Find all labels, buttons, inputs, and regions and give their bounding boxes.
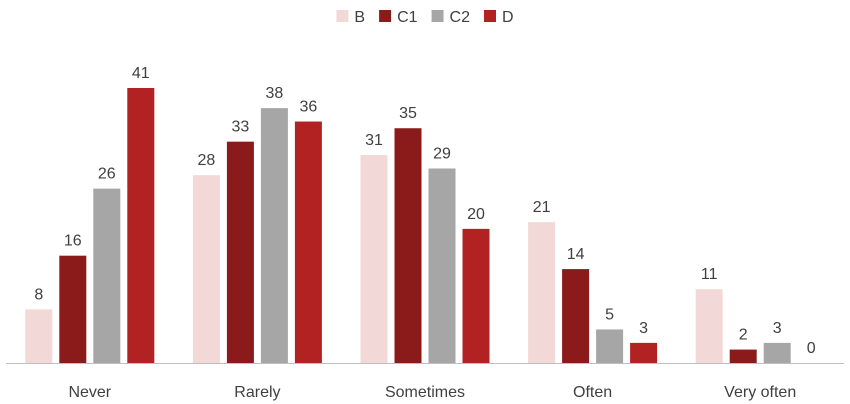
data-label-b-sometimes: 31	[365, 132, 383, 149]
legend-label-d: D	[502, 9, 514, 26]
data-label-c1-very-often: 2	[739, 327, 748, 344]
bar-b-often	[528, 222, 556, 363]
data-label-c1-rarely: 33	[232, 119, 250, 136]
x-tick-label: Rarely	[234, 384, 280, 401]
legend-swatch-d	[484, 10, 497, 22]
data-label-c1-never: 16	[64, 233, 82, 250]
data-label-b-rarely: 28	[198, 152, 216, 169]
legend-label-c1: C1	[397, 9, 418, 26]
legend-label-c2: C2	[450, 9, 471, 26]
x-tick-labels: Never Rarely Sometimes Often Very often	[68, 384, 796, 401]
bar-b-never	[25, 309, 53, 363]
legend-swatch-b	[336, 10, 349, 22]
data-labels-group: 8 16 26 41 28 33 38 36 31 35 29 20 21 14 5 3 11 2 3 0	[34, 65, 815, 357]
legend-swatch-c2	[431, 10, 444, 22]
bar-c2-never	[93, 188, 121, 363]
bar-d-sometimes	[462, 228, 490, 363]
data-label-c2-often: 5	[605, 306, 614, 323]
legend-swatch-c1	[379, 10, 392, 22]
bar-b-rarely	[192, 175, 220, 363]
legend: B C1 C2 D	[336, 9, 514, 26]
data-label-d-sometimes: 20	[467, 206, 485, 223]
bar-b-very-often	[695, 289, 723, 363]
data-label-c2-very-often: 3	[773, 320, 782, 337]
bar-c1-sometimes	[394, 128, 422, 363]
data-label-c2-never: 26	[98, 166, 116, 183]
bar-c2-often	[596, 329, 624, 363]
bar-c1-very-often	[729, 349, 757, 363]
bar-c1-often	[562, 269, 590, 363]
bar-b-sometimes	[360, 155, 388, 363]
data-label-b-often: 21	[533, 199, 551, 216]
data-label-b-very-often: 11	[701, 266, 718, 283]
data-label-d-often: 3	[639, 320, 648, 337]
bar-c1-rarely	[226, 141, 254, 363]
data-label-d-rarely: 36	[300, 99, 318, 116]
data-label-d-never: 41	[132, 65, 150, 82]
data-label-d-very-often: 0	[807, 340, 816, 357]
bar-d-often	[630, 342, 658, 363]
x-tick-label: Sometimes	[385, 384, 465, 401]
bar-c2-rarely	[260, 108, 288, 363]
data-label-c1-sometimes: 35	[399, 105, 417, 122]
x-tick-label: Often	[573, 384, 612, 401]
data-label-c2-sometimes: 29	[433, 145, 451, 162]
legend-label-b: B	[354, 9, 365, 26]
x-tick-label: Never	[68, 384, 111, 401]
bar-d-rarely	[294, 121, 322, 363]
data-label-c1-often: 14	[567, 246, 585, 263]
bars-group	[25, 88, 791, 363]
bar-c1-never	[59, 255, 87, 363]
data-label-b-never: 8	[34, 286, 43, 303]
data-label-c2-rarely: 38	[266, 85, 284, 102]
x-tick-label: Very often	[724, 384, 796, 401]
bar-c2-sometimes	[428, 168, 456, 363]
bar-d-never	[127, 88, 155, 363]
bar-c2-very-often	[763, 342, 791, 363]
